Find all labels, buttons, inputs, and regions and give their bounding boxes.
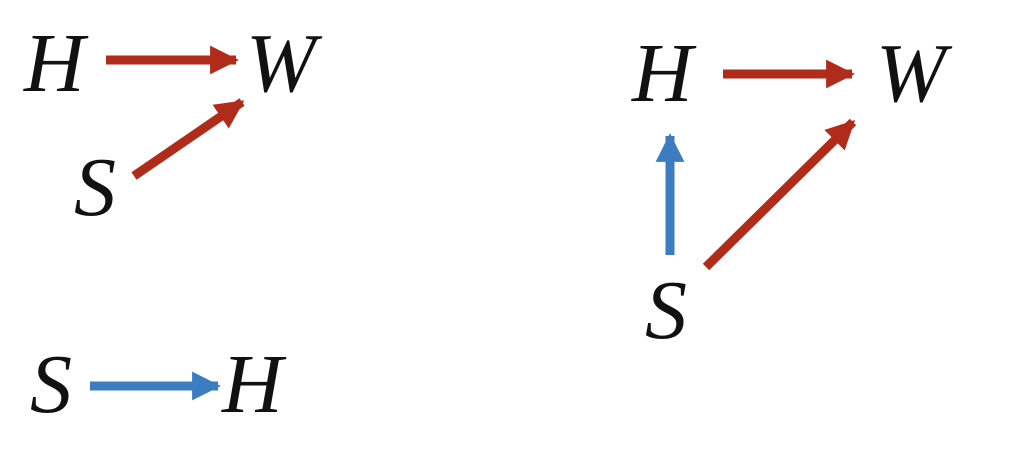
diagram-1-edge-s-to-w [131,98,245,180]
diagram-3: H W S [631,27,953,357]
diagram-3-node-s: S [645,264,687,357]
diagram-3-edge-s-to-w [702,118,857,271]
diagram-2-node-s: S [30,338,72,431]
diagram-2: S H [30,338,287,431]
diagram-1: H W S [23,17,323,234]
diagram-1-node-s: S [74,141,116,234]
diagram-1-node-w: W [246,17,323,110]
diagram-3-node-w: W [876,27,953,120]
diagram-3-node-h: H [631,27,697,120]
diagram-1-node-h: H [23,17,89,110]
diagram-2-node-h: H [221,338,287,431]
